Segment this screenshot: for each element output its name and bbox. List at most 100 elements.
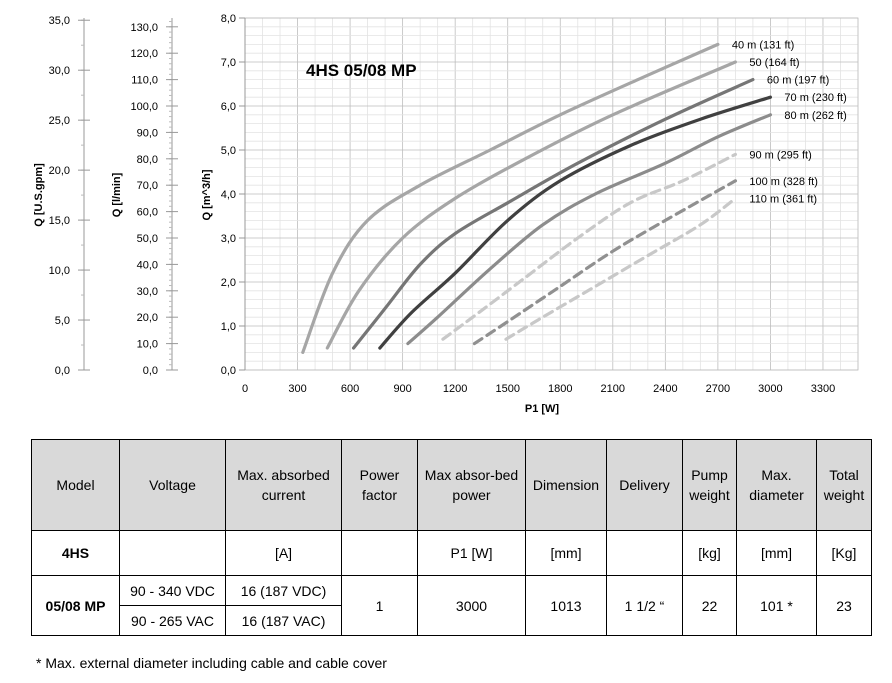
y-tick-label-gpm: 0,0 [55, 365, 70, 377]
y-tick-label-gpm: 30,0 [49, 65, 70, 77]
chart-axes: 0,0 1,0 2,0 3,0 4,0 5,0 6,0 7,0 8,0 0 300 600 900 120… [49, 13, 836, 395]
x-tick-label: 2100 [601, 383, 625, 395]
y-tick-label-lmin: 70,0 [137, 180, 158, 192]
header-total-weight: Total weight [816, 439, 872, 531]
cell-voltage-dc: 90 - 340 VDC [119, 575, 226, 606]
cell-pump-weight: 22 [682, 575, 737, 636]
x-tick-label: 1500 [495, 383, 519, 395]
cell-delivery: 1 1/2 “ [606, 575, 683, 636]
x-tick-label: 0 [242, 383, 248, 395]
x-tick-label: 600 [341, 383, 359, 395]
chart-title: 4HS 05/08 MP [306, 61, 417, 80]
series-label-8: 110 m (361 ft) [749, 193, 817, 205]
header-dimension: Dimension [525, 439, 607, 531]
series-curve-5 [406, 113, 773, 346]
table-header-row: Model Voltage Max. absorbed current Powe… [31, 439, 872, 531]
y-axis-label-gpm: Q [U.S.gpm] [33, 163, 45, 227]
series-curve-7 [472, 179, 737, 346]
y-tick-label-lmin: 10,0 [137, 339, 158, 351]
cell-voltage-ac: 90 - 265 VAC [119, 605, 226, 636]
y-tick-label-lmin: 50,0 [137, 233, 158, 245]
y-tick-label-lmin: 90,0 [137, 127, 158, 139]
x-tick-label: 2400 [653, 383, 677, 395]
y-tick-label-lmin: 30,0 [137, 286, 158, 298]
footnote: * Max. external diameter including cable… [36, 655, 387, 671]
y-tick-label-lmin: 40,0 [137, 259, 158, 271]
y-tick-label-gpm: 10,0 [49, 265, 70, 277]
y-tick-label: 1,0 [221, 321, 236, 333]
y-tick-label-gpm: 5,0 [55, 315, 70, 327]
x-tick-label: 3300 [811, 383, 835, 395]
x-tick-label: 900 [393, 383, 411, 395]
cell-total-weight: 23 [816, 575, 872, 636]
y-tick-label-lmin: 0,0 [143, 365, 158, 377]
y-tick-label-gpm: 15,0 [49, 215, 70, 227]
x-tick-label: 1800 [548, 383, 572, 395]
x-tick-label: 1200 [443, 383, 467, 395]
header-delivery: Delivery [606, 439, 683, 531]
x-axis-label: P1 [W] [525, 403, 560, 415]
y-tick-label-gpm: 20,0 [49, 165, 70, 177]
y-tick-label: 7,0 [221, 57, 236, 69]
series-curve-1 [301, 42, 720, 354]
header-diameter: Max. diameter [736, 439, 817, 531]
y-tick-label: 5,0 [221, 145, 236, 157]
table-row: 90 - 265 VAC 16 (187 VAC) [32, 605, 872, 636]
cell-model: 05/08 MP [31, 575, 120, 636]
series-label-7: 100 m (328 ft) [749, 176, 817, 188]
series-curve-3 [351, 78, 755, 350]
chart-series [301, 42, 773, 354]
units-current: [A] [225, 530, 342, 576]
units-pump-weight: [kg] [682, 530, 737, 576]
header-model: Model [31, 439, 120, 531]
cell-dimension: 1013 [525, 575, 607, 636]
y-tick-label-lmin: 80,0 [137, 154, 158, 166]
units-dimension: [mm] [525, 530, 607, 576]
chart-labels: 40 m (131 ft) 50 (164 ft) 60 m (197 ft) 70 … [732, 39, 847, 205]
y-tick-label-lmin: 100,0 [130, 101, 158, 113]
series-curve-6 [441, 152, 737, 341]
y-tick-label: 8,0 [221, 13, 236, 25]
y-tick-label-lmin: 130,0 [130, 22, 158, 34]
units-total-weight: [Kg] [816, 530, 872, 576]
header-voltage: Voltage [119, 439, 226, 531]
cell-current-dc: 16 (187 VDC) [225, 575, 342, 606]
performance-chart: 0,0 1,0 2,0 3,0 4,0 5,0 6,0 7,0 8,0 0 300 600 900 120… [33, 13, 859, 415]
cell-power: 3000 [417, 575, 526, 636]
units-voltage [119, 530, 226, 576]
y-axis-label-lmin: Q [l/min] [111, 172, 123, 217]
y-tick-label-lmin: 110,0 [131, 75, 158, 87]
x-tick-label: 3000 [758, 383, 782, 395]
series-curve-4 [378, 95, 773, 350]
y-tick-label: 6,0 [221, 101, 236, 113]
series-curve-8 [504, 196, 737, 341]
header-power-factor: Power factor [341, 439, 418, 531]
table-row: 05/08 MP 90 - 340 VDC 16 (187 VDC) 1 300… [31, 575, 872, 636]
x-tick-label: 300 [288, 383, 306, 395]
y-tick-label-lmin: 120,0 [130, 48, 158, 60]
units-power: P1 [W] [417, 530, 526, 576]
y-tick-label-gpm: 25,0 [49, 115, 70, 127]
units-delivery [606, 530, 683, 576]
y-tick-label: 2,0 [221, 277, 236, 289]
series-label-3: 60 m (197 ft) [767, 75, 829, 87]
header-current: Max. absorbed current [225, 439, 342, 531]
x-tick-label: 2700 [706, 383, 730, 395]
y-tick-label: 4,0 [221, 189, 236, 201]
series-label-2: 50 (164 ft) [749, 57, 799, 69]
spec-table: Model Voltage Max. absorbed current Powe… [31, 439, 872, 636]
y-tick-label-lmin: 60,0 [137, 207, 158, 219]
series-curve-2 [325, 60, 737, 350]
series-label-4: 70 m (230 ft) [784, 92, 846, 104]
header-pump-weight: Pump weight [682, 439, 737, 531]
y-tick-label: 3,0 [221, 233, 236, 245]
y-tick-label-gpm: 35,0 [49, 15, 70, 27]
cell-diameter: 101 * [736, 575, 817, 636]
series-label-1: 40 m (131 ft) [732, 39, 794, 51]
header-power: Max absor-bed power [417, 439, 526, 531]
chart-grid [244, 17, 859, 371]
units-power-factor [341, 530, 418, 576]
series-label-6: 90 m (295 ft) [749, 149, 811, 161]
units-diameter: [mm] [736, 530, 817, 576]
y-axis-label-m3h: Q [m^3/h] [201, 169, 213, 220]
